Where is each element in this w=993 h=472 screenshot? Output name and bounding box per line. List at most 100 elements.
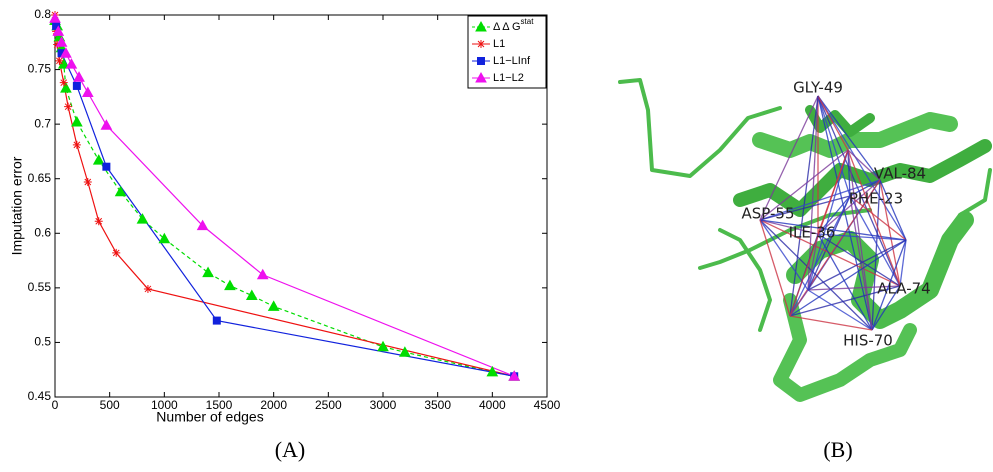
marker	[377, 340, 389, 352]
x-tick-label: 3000	[370, 398, 397, 412]
contact-edge	[759, 149, 849, 221]
marker	[102, 162, 111, 171]
residue-label: GLY-49	[793, 79, 843, 97]
marker	[57, 58, 70, 69]
marker	[72, 81, 81, 90]
residue-label: ILE-36	[789, 224, 836, 242]
contact-edge	[807, 233, 819, 291]
marker	[158, 232, 171, 244]
legend-label: Δ Δ Gstat	[493, 17, 534, 33]
marker	[71, 115, 83, 127]
marker	[475, 20, 487, 32]
marker	[143, 284, 152, 293]
legend-label: L1	[493, 38, 505, 50]
contact-edge	[847, 149, 851, 197]
contact-edge	[807, 239, 907, 291]
ribbon	[773, 293, 917, 402]
x-tick-label: 1000	[151, 398, 178, 412]
marker	[81, 86, 94, 97]
x-tick-label: 4500	[534, 398, 561, 412]
marker	[477, 40, 485, 48]
marker	[114, 185, 127, 197]
y-tick-label: 0.8	[34, 7, 51, 21]
legend-label-text: L1−LInf	[493, 55, 531, 67]
y-tick-label: 0.45	[28, 389, 52, 403]
residue-label: ALA-74	[877, 280, 930, 298]
marker	[64, 102, 73, 111]
contact-edge	[817, 233, 901, 287]
marker	[245, 289, 258, 300]
ribbon	[618, 78, 782, 178]
marker	[59, 78, 68, 87]
contact-edge	[789, 195, 851, 317]
marker	[55, 56, 64, 65]
residue-label: ASP-55	[742, 205, 795, 223]
contact-edge	[871, 285, 901, 331]
marker	[475, 71, 487, 83]
x-tick-label: 3500	[424, 398, 451, 412]
contact-edge	[817, 233, 873, 331]
x-tick-label: 1500	[206, 398, 233, 412]
contact-edge	[759, 219, 819, 235]
y-tick-label: 0.7	[34, 116, 51, 130]
legend: Δ Δ Gstat L1 L1−LInf L1−L2	[467, 15, 547, 89]
contact-edge	[807, 285, 901, 291]
marker	[399, 346, 411, 357]
marker	[508, 370, 521, 381]
ribbon	[698, 208, 872, 270]
y-axis-label: Imputation error	[9, 156, 25, 255]
contact-edge	[759, 95, 819, 221]
contact-edge	[759, 219, 873, 331]
contact-network	[759, 95, 907, 331]
y-tick-label: 0.65	[28, 171, 52, 185]
contact-edge	[817, 95, 881, 181]
marker	[49, 12, 61, 23]
marker	[72, 140, 81, 149]
legend-label-text: L1	[493, 38, 505, 50]
marker	[65, 58, 78, 69]
marker	[94, 217, 103, 226]
contact-edge	[849, 195, 901, 287]
contact-edge	[849, 179, 881, 197]
contact-edge	[871, 239, 907, 331]
panel-label: (A)	[275, 437, 306, 462]
ribbon	[958, 168, 992, 217]
contact-edge	[817, 195, 851, 235]
marker	[196, 219, 209, 231]
contact-edge	[817, 95, 849, 151]
contact-edge	[817, 179, 881, 235]
x-tick-label: 2500	[315, 398, 342, 412]
residue-label: PHE-23	[849, 190, 903, 208]
x-tick-label: 2000	[260, 398, 287, 412]
contact-edge	[817, 233, 907, 241]
marker	[136, 213, 149, 224]
marker	[224, 279, 236, 291]
marker	[83, 177, 92, 186]
contact-edge	[879, 179, 901, 287]
marker	[60, 47, 72, 58]
ribbon	[718, 228, 772, 332]
x-tick-label: 0	[52, 398, 59, 412]
contact-edge	[789, 315, 873, 331]
plot-frame	[54, 14, 548, 398]
x-axis-label: Number of edges	[156, 409, 263, 425]
marker	[112, 248, 121, 257]
marker	[73, 71, 85, 82]
marker	[60, 82, 72, 93]
x-tick-label: 4000	[479, 398, 506, 412]
marker	[477, 57, 485, 65]
y-tick-label: 0.5	[34, 335, 51, 349]
contact-edge	[817, 95, 907, 241]
contact-edge	[899, 239, 907, 287]
contact-edge	[849, 195, 907, 241]
contact-edge	[789, 149, 849, 317]
contact-edge	[879, 179, 907, 241]
contact-edge	[817, 95, 873, 331]
legend-label: L1−L2	[493, 72, 524, 84]
marker	[202, 266, 214, 278]
contact-edge	[789, 285, 901, 317]
panel-label: (B)	[823, 437, 852, 462]
y-tick-label: 0.6	[34, 225, 51, 239]
